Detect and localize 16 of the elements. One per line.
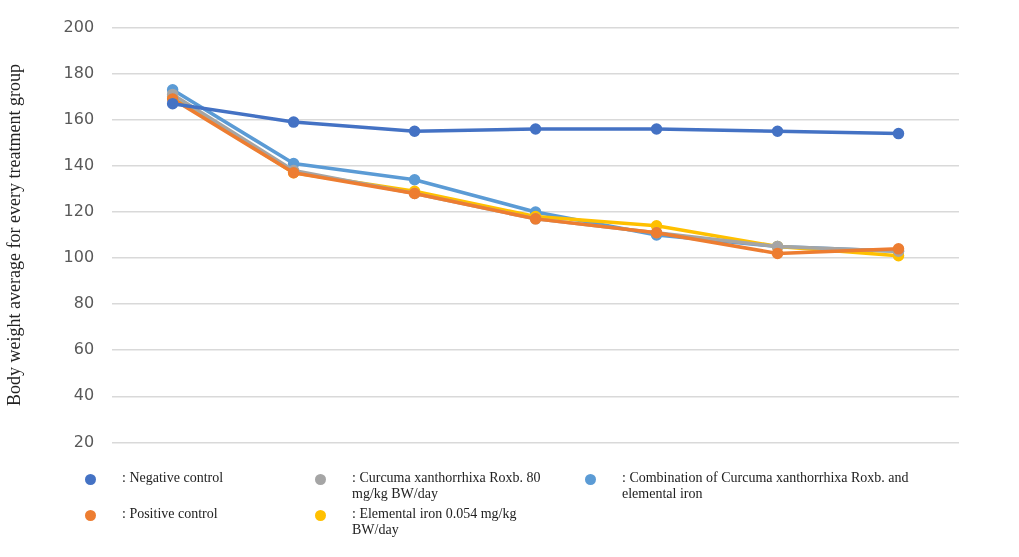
legend-label: : Negative control xyxy=(122,470,224,486)
y-tick-label: 80 xyxy=(73,293,95,313)
y-tick-label: 40 xyxy=(73,385,95,405)
y-tick-label: 60 xyxy=(73,339,95,359)
y-tick-label: 160 xyxy=(63,108,95,128)
y-axis-title: Body weight average for every treatment group xyxy=(3,64,24,406)
y-tick-label: 200 xyxy=(63,16,95,36)
y-tick-label: 120 xyxy=(63,201,95,221)
legend-label: : Positive control xyxy=(122,506,218,522)
y-tick-label: 180 xyxy=(63,62,95,82)
y-tick-label: 20 xyxy=(73,431,95,451)
y-tick-label: 100 xyxy=(63,247,95,267)
legend-label: : Combination of Curcuma xanthorrhixa Roxb. and elemental iron xyxy=(622,470,910,502)
legend-label: : Elemental iron 0.054 mg/kg BW/day xyxy=(352,506,518,538)
y-tick-label: 140 xyxy=(63,155,95,175)
legend-label: : Curcuma xanthorrhixa Roxb. 80 mg/kg BW/day xyxy=(352,470,542,502)
